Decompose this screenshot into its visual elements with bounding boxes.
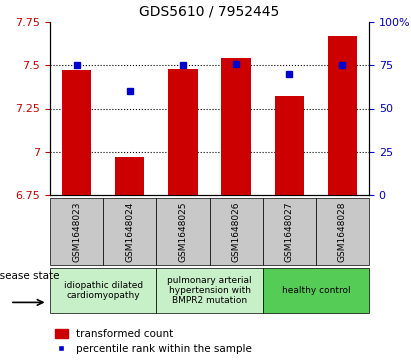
Bar	[115, 157, 144, 195]
Bar	[263, 198, 316, 265]
Bar	[316, 198, 369, 265]
Bar	[275, 97, 304, 195]
Text: idiopathic dilated
cardiomyopathy: idiopathic dilated cardiomyopathy	[64, 281, 143, 300]
Title: GDS5610 / 7952445: GDS5610 / 7952445	[139, 4, 279, 18]
Bar	[103, 198, 156, 265]
Bar	[168, 69, 198, 195]
Bar	[50, 198, 103, 265]
Text: GSM1648026: GSM1648026	[231, 201, 240, 262]
Bar	[156, 198, 210, 265]
Bar	[263, 268, 369, 313]
Text: GSM1648023: GSM1648023	[72, 201, 81, 262]
Text: pulmonary arterial
hypertension with
BMPR2 mutation: pulmonary arterial hypertension with BMP…	[167, 276, 252, 305]
Text: GSM1648025: GSM1648025	[178, 201, 187, 262]
Bar	[328, 36, 357, 195]
Bar	[156, 268, 263, 313]
Text: healthy control: healthy control	[282, 286, 350, 295]
Text: disease state: disease state	[0, 271, 60, 281]
Text: GSM1648027: GSM1648027	[285, 201, 294, 262]
Text: GSM1648028: GSM1648028	[338, 201, 347, 262]
Legend: transformed count, percentile rank within the sample: transformed count, percentile rank withi…	[55, 329, 252, 354]
Bar	[222, 58, 251, 195]
Text: GSM1648024: GSM1648024	[125, 201, 134, 262]
Bar	[210, 198, 263, 265]
Bar	[62, 70, 91, 195]
Bar	[50, 268, 156, 313]
